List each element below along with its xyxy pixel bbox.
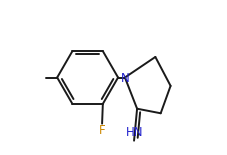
Text: F: F (99, 124, 105, 137)
Text: HN: HN (126, 126, 143, 139)
Text: N: N (121, 72, 130, 85)
